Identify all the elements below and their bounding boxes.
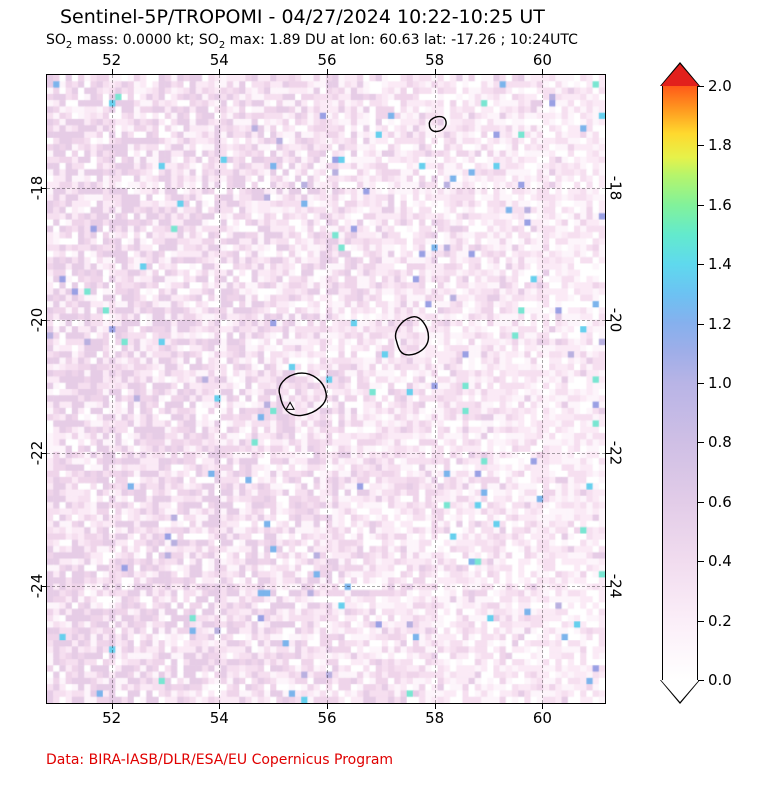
xtick-label: 60 bbox=[533, 709, 552, 727]
ytick-label: -24 bbox=[606, 573, 624, 598]
ytick-label: -18 bbox=[28, 175, 46, 200]
map-frame: 52 52 54 54 56 56 58 58 60 60 -18 -18 -2… bbox=[46, 74, 606, 704]
colorbar-tick-label: 1.2 bbox=[708, 315, 740, 333]
ytick-label: -20 bbox=[606, 308, 624, 333]
colorbar-tick-label: 1.8 bbox=[708, 136, 740, 154]
xtick-label: 52 bbox=[102, 51, 121, 69]
colorbar-tick-label: 0.8 bbox=[708, 433, 740, 451]
colorbar-tick-label: 1.6 bbox=[708, 196, 740, 214]
colorbar-tick-label: 1.4 bbox=[708, 255, 740, 273]
colorbar-tick-label: 0.2 bbox=[708, 612, 740, 630]
colorbar: 0.0 0.2 0.4 0.6 0.8 1.0 1.2 1.4 1.6 1.8 … bbox=[662, 86, 698, 680]
colorbar-tick-label: 0.0 bbox=[708, 671, 740, 689]
colorbar-tick-label: 1.0 bbox=[708, 374, 740, 392]
xtick-label: 54 bbox=[210, 51, 229, 69]
colorbar-over-arrow bbox=[661, 64, 699, 86]
heatmap-canvas bbox=[47, 75, 605, 703]
xtick-label: 60 bbox=[533, 51, 552, 69]
ytick-label: -24 bbox=[28, 573, 46, 598]
colorbar-tick-label: 2.0 bbox=[708, 77, 740, 95]
colorbar-tick-label: 0.6 bbox=[708, 493, 740, 511]
xtick-label: 56 bbox=[317, 709, 336, 727]
xtick-label: 58 bbox=[425, 709, 444, 727]
colorbar-tick-label: 0.4 bbox=[708, 552, 740, 570]
xtick-label: 52 bbox=[102, 709, 121, 727]
colorbar-under-arrow bbox=[661, 680, 699, 702]
colorbar-gradient bbox=[662, 86, 698, 680]
chart-subtitle: SO2 mass: 0.0000 kt; SO2 max: 1.89 DU at… bbox=[46, 32, 578, 51]
ytick-label: -22 bbox=[28, 441, 46, 466]
xtick-label: 56 bbox=[317, 51, 336, 69]
xtick-label: 58 bbox=[425, 51, 444, 69]
ytick-label: -18 bbox=[606, 175, 624, 200]
attribution-text: Data: BIRA-IASB/DLR/ESA/EU Copernicus Pr… bbox=[46, 752, 393, 768]
ytick-label: -20 bbox=[28, 308, 46, 333]
xtick-label: 54 bbox=[210, 709, 229, 727]
ytick-label: -22 bbox=[606, 441, 624, 466]
chart-title: Sentinel-5P/TROPOMI - 04/27/2024 10:22-1… bbox=[60, 6, 545, 28]
